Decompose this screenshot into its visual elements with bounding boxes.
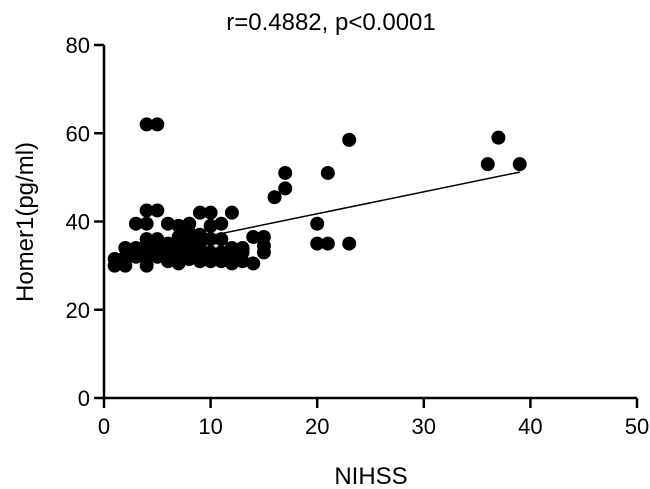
data-point [214, 216, 229, 231]
data-point [171, 218, 186, 233]
data-point [224, 240, 239, 255]
data-point [512, 157, 527, 172]
data-point [214, 245, 229, 260]
data-point [139, 216, 154, 231]
data-point [320, 165, 335, 180]
x-tick-label: 10 [198, 414, 222, 439]
data-point [491, 130, 506, 145]
data-point [128, 240, 143, 255]
y-tick-label: 40 [66, 210, 90, 235]
data-point [171, 229, 186, 244]
data-point [214, 232, 229, 247]
x-tick-label: 40 [518, 414, 542, 439]
data-point [139, 232, 154, 247]
data-point [480, 157, 495, 172]
data-point [342, 132, 357, 147]
data-point [139, 117, 154, 132]
data-point [118, 240, 133, 255]
data-point [203, 245, 218, 260]
data-point [107, 252, 122, 267]
data-point [203, 232, 218, 247]
data-point [278, 181, 293, 196]
data-point [192, 227, 207, 242]
data-point [160, 216, 175, 231]
data-point [182, 216, 197, 231]
data-point [224, 205, 239, 220]
x-tick-label: 0 [98, 414, 110, 439]
y-tick-label: 0 [78, 386, 90, 411]
data-point [246, 229, 261, 244]
x-tick-label: 20 [305, 414, 329, 439]
y-tick-label: 20 [66, 298, 90, 323]
data-point [310, 236, 325, 251]
chart-title: r=0.4882, p<0.0001 [226, 9, 436, 36]
axes: 0 10 20 30 40 50 0 20 40 60 80 [66, 33, 650, 439]
data-point [246, 256, 261, 271]
data-point [150, 203, 165, 218]
y-axis-title: Homer1(pg/ml) [12, 142, 39, 302]
data-point [192, 205, 207, 220]
data-point [203, 205, 218, 220]
x-axis-title: NIHSS [334, 463, 407, 489]
data-point [160, 236, 175, 251]
data-point [235, 240, 250, 255]
data-point [267, 190, 282, 205]
data-point [150, 232, 165, 247]
x-tick-label: 50 [625, 414, 649, 439]
data-point [256, 229, 271, 244]
data-point [342, 236, 357, 251]
y-tick-label: 60 [66, 121, 90, 146]
x-tick-label: 30 [412, 414, 436, 439]
data-point [278, 165, 293, 180]
data-point [150, 117, 165, 132]
y-tick-label: 80 [66, 33, 90, 58]
data-point [128, 216, 143, 231]
plot-area [107, 117, 527, 273]
data-point [320, 236, 335, 251]
data-point [203, 218, 218, 233]
data-point [139, 203, 154, 218]
data-point [310, 216, 325, 231]
